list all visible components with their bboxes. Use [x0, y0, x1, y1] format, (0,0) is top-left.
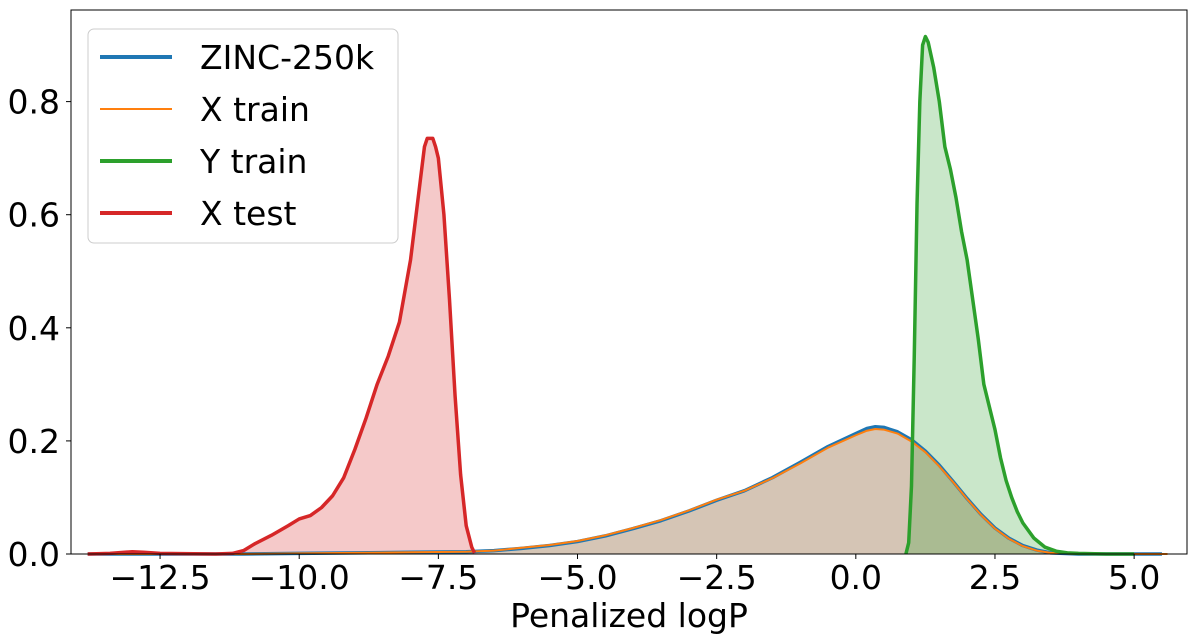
y-tick-label: 0.8: [8, 83, 60, 122]
x-axis-title: Penalized logP: [510, 596, 748, 635]
legend-label-x-train: X train: [200, 90, 310, 129]
x-tick-label: −10.0: [249, 558, 350, 597]
x-tick-label: 2.5: [969, 558, 1021, 597]
x-tick-label: −7.5: [398, 558, 478, 597]
area-fill-zinc-250k: [87, 426, 1162, 554]
legend-label-x-test: X test: [200, 194, 297, 233]
x-tick-label: −5.0: [537, 558, 617, 597]
x-axis: −12.5 −10.0 −7.5 −5.0 −2.5 0.0 2.5 5.0: [109, 554, 1160, 597]
area-fill-y-train: [905, 36, 1135, 554]
y-tick-label: 0.4: [8, 309, 60, 348]
y-axis: 0.0 0.2 0.4 0.6 0.8: [8, 83, 71, 574]
y-tick-label: 0.6: [8, 196, 60, 235]
x-tick-label: −2.5: [677, 558, 757, 597]
plot-area-frame: [70, 9, 1188, 555]
legend-label-y-train: Y train: [199, 142, 307, 181]
y-tick-label: 0.2: [8, 422, 60, 461]
y-tick-label: 0.0: [8, 535, 60, 574]
legend-label-zinc-250k: ZINC-250k: [200, 38, 375, 77]
legend: ZINC-250k X train Y train X test: [87, 28, 399, 244]
density-fills: [87, 36, 1168, 554]
series-line-x-train: [87, 428, 1168, 555]
x-tick-label: 0.0: [830, 558, 882, 597]
x-tick-label: −12.5: [109, 558, 210, 597]
x-tick-label: 5.0: [1108, 558, 1160, 597]
series-line-y-train: [904, 34, 1135, 556]
legend-box: [87, 28, 399, 244]
area-fill-x-train: [87, 429, 1168, 554]
area-fill-x-test: [87, 138, 475, 554]
